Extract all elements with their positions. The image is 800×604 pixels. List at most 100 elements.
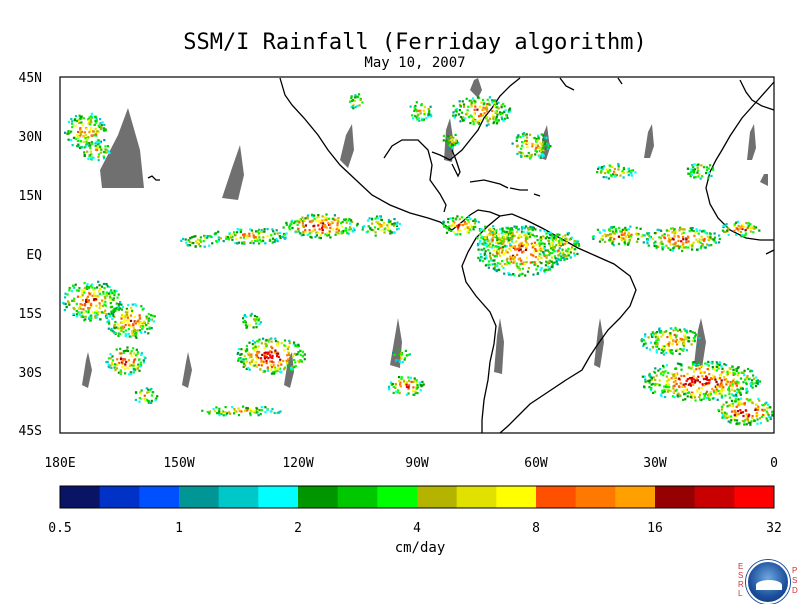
- rain-pixel: [535, 140, 538, 143]
- rain-pixel: [120, 314, 124, 317]
- rain-pixel: [708, 379, 711, 382]
- rain-pixel: [760, 415, 763, 418]
- rain-pixel: [745, 381, 748, 384]
- rain-pixel: [265, 356, 269, 359]
- rain-pixel: [79, 140, 82, 143]
- rain-pixel: [115, 326, 118, 329]
- rain-pixel: [765, 410, 768, 413]
- rain-pixel: [470, 115, 473, 118]
- rain-pixel: [254, 360, 257, 364]
- rain-pixel: [731, 393, 734, 396]
- rain-pixel: [406, 381, 409, 384]
- rain-pixel: [696, 171, 699, 174]
- rain-pixel: [231, 235, 234, 238]
- rain-pixel: [457, 226, 460, 229]
- rain-pixel: [485, 254, 488, 257]
- rain-pixel: [142, 359, 145, 362]
- rain-pixel: [88, 155, 91, 158]
- rain-pixel: [548, 236, 551, 240]
- rain-pixel: [126, 316, 129, 319]
- rain-pixel: [502, 119, 505, 122]
- rain-pixel: [756, 379, 759, 382]
- rain-pixel: [646, 232, 649, 235]
- rain-pixel: [713, 240, 716, 243]
- rain-pixel: [622, 176, 625, 179]
- rain-pixel: [489, 227, 492, 230]
- rain-pixel: [652, 376, 655, 379]
- rain-pixel: [517, 236, 520, 240]
- rain-pixel: [93, 123, 96, 126]
- rain-pixel: [271, 354, 274, 357]
- rain-pixel: [104, 145, 107, 148]
- rain-pixel: [77, 311, 80, 314]
- rain-pixel: [652, 391, 655, 394]
- rain-pixel: [199, 245, 202, 248]
- rain-pixel: [600, 170, 603, 173]
- rain-pixel: [512, 241, 515, 245]
- rain-pixel: [675, 373, 678, 376]
- rain-pixel: [737, 374, 740, 377]
- rain-pixel: [499, 262, 502, 265]
- rain-pixel: [83, 311, 86, 314]
- rain-pixel: [454, 133, 457, 136]
- rain-pixel: [614, 175, 617, 178]
- rain-pixel: [298, 218, 301, 221]
- rain-pixel: [545, 136, 548, 139]
- rain-pixel: [124, 363, 127, 366]
- rain-pixel: [496, 239, 499, 242]
- rain-pixel: [448, 139, 451, 142]
- rain-pixel: [71, 122, 74, 125]
- rain-pixel: [240, 358, 243, 361]
- rain-pixel: [708, 381, 711, 384]
- rain-pixel: [296, 230, 299, 234]
- rain-pixel: [114, 320, 117, 324]
- rain-pixel: [526, 243, 529, 246]
- rain-pixel: [718, 234, 721, 237]
- rain-pixel: [747, 222, 750, 225]
- rain-pixel: [484, 235, 487, 239]
- rain-pixel: [733, 409, 736, 412]
- rain-pixel: [699, 398, 702, 401]
- rain-pixel: [712, 389, 715, 392]
- rain-pixel: [745, 383, 748, 386]
- colorbar-swatch: [456, 486, 497, 508]
- rain-pixel: [534, 256, 537, 259]
- rain-pixel: [259, 321, 262, 324]
- rain-pixel: [147, 319, 150, 322]
- rain-pixel: [735, 422, 738, 425]
- rain-pixel: [722, 370, 725, 373]
- rain-pixel: [672, 390, 676, 393]
- rain-pixel: [249, 409, 252, 412]
- rain-pixel: [667, 229, 670, 232]
- rain-pixel: [753, 419, 756, 422]
- rain-pixel: [689, 382, 692, 385]
- rain-pixel: [397, 359, 400, 362]
- rain-pixel: [667, 246, 670, 250]
- rain-pixel: [675, 388, 678, 391]
- rain-pixel: [668, 239, 671, 242]
- rain-pixel: [510, 256, 513, 260]
- rain-pixel: [420, 103, 423, 106]
- rain-pixel: [673, 228, 676, 231]
- rain-pixel: [329, 223, 332, 226]
- rain-pixel: [219, 237, 222, 240]
- colorbar-swatch: [377, 486, 418, 508]
- rain-pixel: [275, 237, 278, 241]
- rain-pixel: [510, 240, 514, 243]
- rain-pixel: [537, 137, 541, 140]
- rain-pixel: [690, 173, 693, 176]
- rain-pixel: [98, 146, 101, 149]
- rain-pixel: [80, 146, 83, 149]
- rain-pixel: [483, 112, 486, 115]
- rain-pixel: [606, 168, 609, 171]
- rain-pixel: [110, 306, 113, 309]
- rain-pixel: [516, 152, 519, 155]
- rain-pixel: [136, 367, 139, 370]
- rain-pixel: [465, 97, 468, 100]
- rain-pixel: [140, 353, 143, 356]
- rain-pixel: [516, 136, 519, 139]
- rain-pixel: [411, 114, 414, 117]
- rain-pixel: [540, 256, 543, 260]
- rain-pixel: [283, 366, 286, 369]
- rain-pixel: [80, 311, 83, 314]
